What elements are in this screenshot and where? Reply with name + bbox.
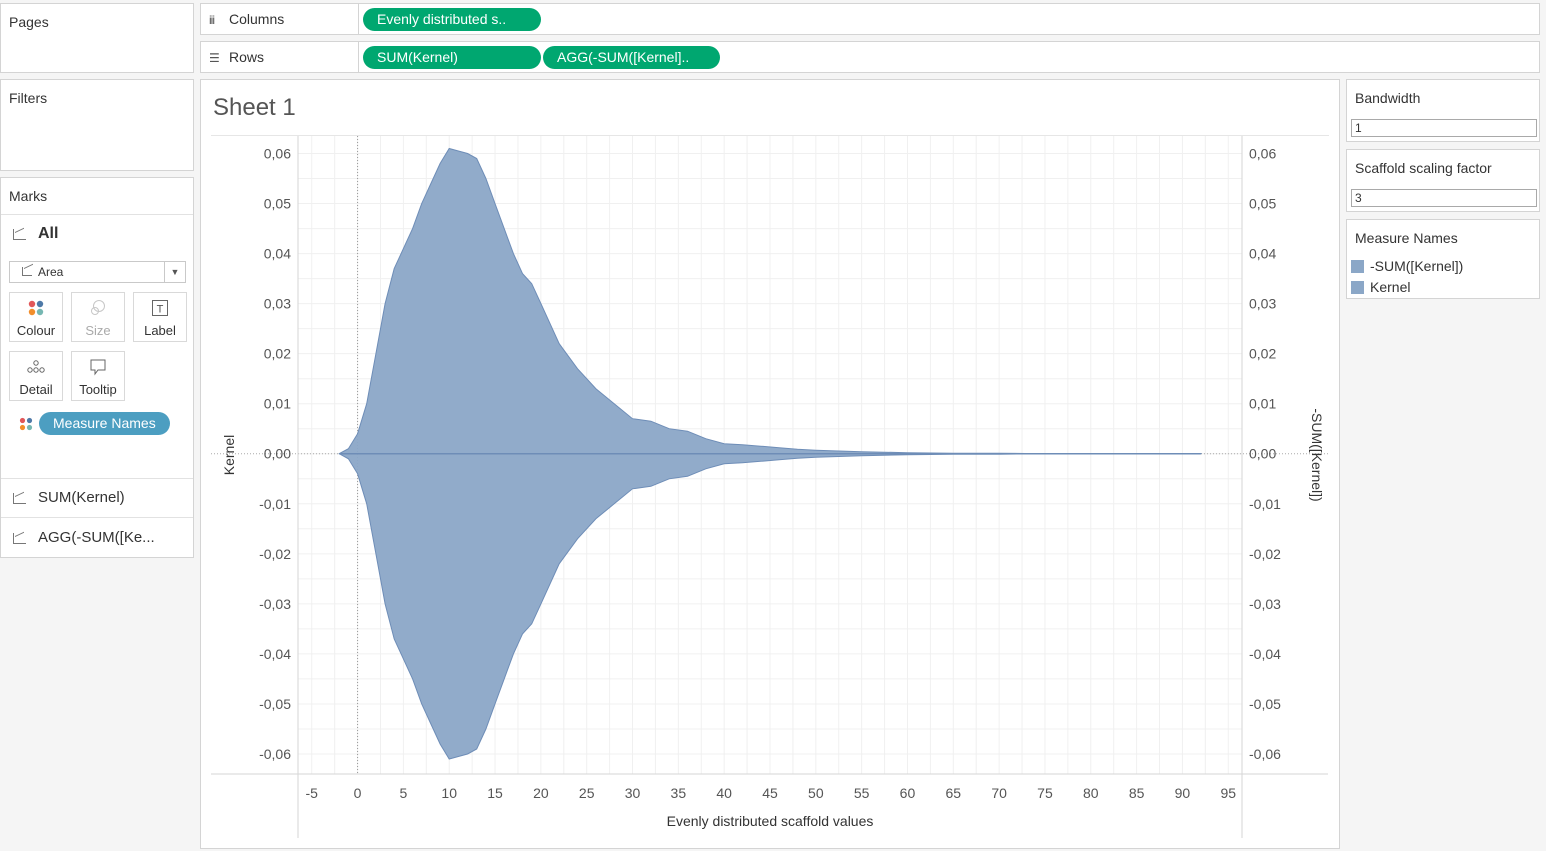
colour-label: Colour [16,323,56,338]
legend-swatch [1351,281,1364,294]
rows-pill[interactable]: AGG(-SUM([Kernel].. [543,46,720,69]
marks-card: Marks All Area ▼ Colour Size T Label Det… [0,177,194,558]
tooltip-button[interactable]: Tooltip [71,351,125,401]
mark-type-value: Area [38,265,64,279]
size-icon [72,299,124,323]
legend-item[interactable]: Kernel [1351,279,1410,295]
bandwidth-label: Bandwidth [1355,90,1421,106]
size-button[interactable]: Size [71,292,125,342]
marks-all-row[interactable]: All [1,214,193,253]
sheet-title: Sheet 1 [213,94,296,121]
columns-label: iii Columns [201,4,359,34]
colour-icon [10,299,62,323]
sheet-view: Sheet 1 [200,79,1340,849]
tooltip-label: Tooltip [79,382,117,397]
marks-measure-label: SUM(Kernel) [38,489,125,506]
measure-names-legend: Measure Names -SUM([Kernel]) Kernel [1346,219,1540,299]
area-chart-icon [13,228,26,240]
rows-label: ☰ Rows [201,42,359,72]
colour-encoding-icon [19,417,33,436]
area-chart-icon [13,532,26,544]
text-label-icon: T [134,299,186,323]
rows-shelf[interactable]: ☰ Rows SUM(Kernel) AGG(-SUM([Kernel].. [200,41,1540,73]
area-chart-icon [22,267,32,276]
detail-label: Detail [19,382,53,397]
rows-icon: ☰ [209,51,220,65]
columns-pill[interactable]: Evenly distributed s.. [363,8,541,31]
marks-title: Marks [9,188,48,204]
colour-button[interactable]: Colour [9,292,63,342]
legend-swatch [1351,260,1364,273]
filters-title: Filters [9,90,48,106]
pages-title: Pages [9,14,49,30]
size-label: Size [85,323,111,338]
marks-measure-label: AGG(-SUM([Ke... [38,529,155,546]
bandwidth-parameter: Bandwidth 1 [1346,79,1540,142]
bandwidth-input[interactable]: 1 [1351,119,1537,137]
tooltip-icon [72,358,124,382]
columns-icon: iii [209,13,215,27]
area-chart-icon [13,492,26,504]
legend-item[interactable]: -SUM([Kernel]) [1351,258,1463,274]
label-button[interactable]: T Label [133,292,187,342]
filters-shelf[interactable]: Filters [0,79,194,171]
rows-pill[interactable]: SUM(Kernel) [363,46,541,69]
scaling-input[interactable]: 3 [1351,189,1537,207]
title-divider [211,135,1329,136]
columns-shelf[interactable]: iii Columns Evenly distributed s.. [200,3,1540,35]
measure-names-pill[interactable]: Measure Names [39,412,170,435]
detail-button[interactable]: Detail [9,351,63,401]
marks-agg-kernel-row[interactable]: AGG(-SUM([Ke... [1,517,193,558]
chevron-down-icon[interactable]: ▼ [164,262,185,282]
label-label: Label [144,323,176,338]
marks-sum-kernel-row[interactable]: SUM(Kernel) [1,478,193,517]
marks-all-label: All [38,225,59,242]
svg-text:T: T [157,304,164,316]
pages-shelf[interactable]: Pages [0,3,194,73]
legend-title: Measure Names [1355,230,1458,246]
mark-type-select[interactable]: Area ▼ [9,261,186,283]
scaling-label: Scaffold scaling factor [1355,160,1492,176]
scaling-parameter: Scaffold scaling factor 3 [1346,149,1540,212]
detail-icon [10,358,62,382]
